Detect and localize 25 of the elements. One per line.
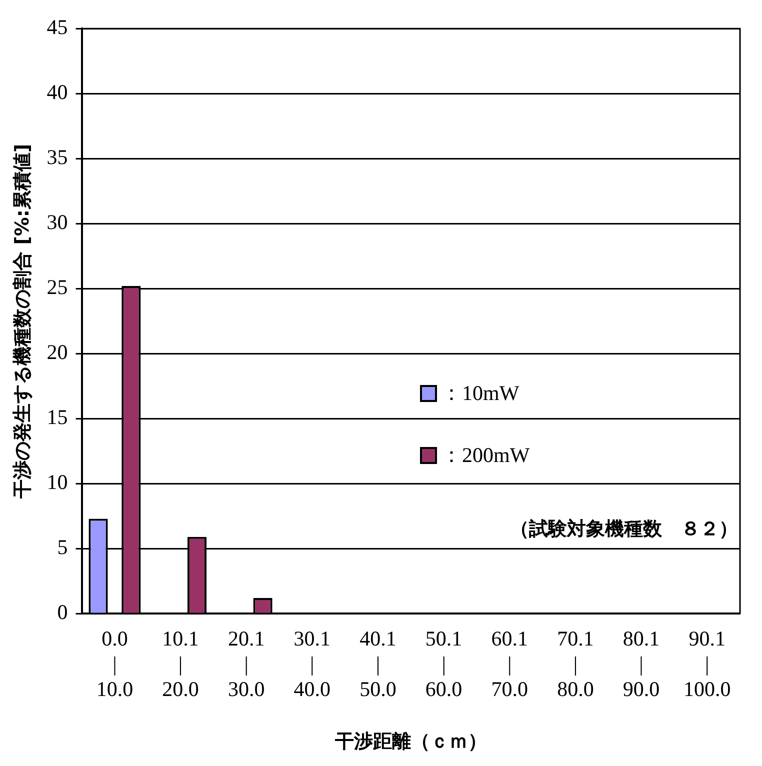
annotation: （試験対象機種数 ８２） [510, 518, 738, 540]
x-tick-label: 40.1 | 50.0 [360, 626, 396, 702]
y-tick-label: 40 [46, 80, 68, 104]
x-tick-label: 70.1 | 80.0 [557, 626, 594, 702]
y-tick-label: 30 [46, 210, 68, 234]
y-tick-label: 35 [46, 145, 68, 170]
x-tick-label: 0.0 | 10.0 [96, 626, 134, 702]
y-tick-label: 20 [46, 340, 68, 364]
y-axis-title: 干渉の発生する機種数の割合 [%:累積値] [11, 144, 34, 500]
x-tick-label: 20.1 | 30.0 [228, 626, 265, 702]
y-tick-label: 15 [46, 405, 68, 430]
y-tick-label: 0 [57, 600, 68, 624]
y-tick-label: 25 [46, 275, 68, 300]
y-tick-label: 45 [46, 15, 68, 40]
x-tick-label: 50.1 | 60.0 [425, 626, 462, 702]
x-tick-label: 30.1 | 40.0 [294, 626, 331, 702]
legend-label: ：10mW [441, 380, 520, 407]
x-tick-label: 60.1 | 70.0 [491, 626, 528, 702]
x-axis-title: 干渉距離（ｃｍ） [334, 730, 487, 753]
legend-label: ：200mW [441, 442, 530, 469]
x-tick-label: 90.1 | 100.0 [683, 626, 731, 702]
y-tick-label: 5 [57, 535, 68, 560]
y-tick-label: 10 [46, 470, 68, 494]
x-tick-label: 10.1 | 20.0 [162, 626, 199, 702]
x-tick-label: 80.1 | 90.0 [622, 626, 660, 702]
